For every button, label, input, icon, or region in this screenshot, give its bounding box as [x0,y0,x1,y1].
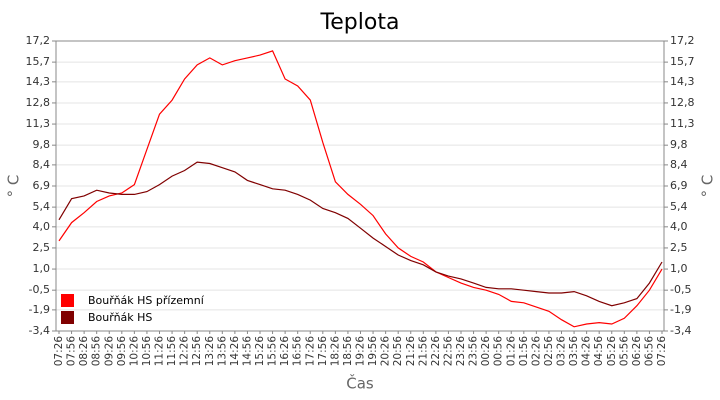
legend-label: Bouřňák HS přízemní [88,294,205,307]
x-tick-label: 14:26 [229,336,241,367]
x-tick-label: 03:56 [568,336,580,367]
x-tick-label: 05:56 [618,336,630,367]
x-tick-label: 16:56 [292,336,304,367]
x-tick-label: 21:56 [417,336,429,367]
x-tick-label: 08:26 [78,336,90,367]
x-tick-label: 18:56 [342,336,354,367]
x-tick-label: 00:26 [480,336,492,367]
x-tick-label: 01:56 [518,336,530,367]
y2-tick-label: 4,0 [670,220,688,233]
x-tick-label: 23:56 [468,336,480,367]
x-tick-label: 10:26 [128,336,140,367]
y2-tick-label: 8,4 [670,158,688,171]
x-tick-label: 16:26 [279,336,291,367]
y2-tick-label: 11,3 [670,117,695,130]
y-tick-label: 1,0 [33,262,51,275]
x-tick-label: 07:56 [66,336,78,367]
x-tick-label: 17:26 [304,336,316,367]
x-tick-label: 17:56 [317,336,329,367]
x-tick-label: 10:56 [141,336,153,367]
x-tick-label: 11:56 [166,336,178,367]
y2-tick-label: 5,4 [670,200,688,213]
x-tick-label: 23:26 [455,336,467,367]
legend-swatch [61,311,74,324]
series-line [58,161,663,307]
x-tick-label: 11:26 [154,336,166,367]
x-tick-label: 04:56 [593,336,605,367]
x-tick-label: 20:56 [392,336,404,367]
x-tick-label: 12:56 [191,336,203,367]
y-tick-label: 6,9 [33,179,51,192]
x-tick-label: 08:56 [91,336,103,367]
y2-tick-label: 2,5 [670,241,688,254]
y2-tick-label: -1,9 [670,303,691,316]
x-tick-label: 19:56 [367,336,379,367]
x-tick-label: 04:26 [581,336,593,367]
y-tick-label: 4,0 [33,220,51,233]
y2-tick-label: 17,2 [670,34,695,47]
x-tick-label: 22:26 [430,336,442,367]
x-tick-label: 00:56 [493,336,505,367]
x-tick-label: 09:56 [116,336,128,367]
x-tick-label: 15:26 [254,336,266,367]
y-tick-label: 2,5 [33,241,51,254]
y-tick-label: 12,8 [26,96,51,109]
x-tick-label: 02:26 [530,336,542,367]
legend-label: Bouřňák HS [88,311,152,324]
y2-tick-label: 1,0 [670,262,688,275]
x-tick-label: 06:56 [643,336,655,367]
y2-tick-label: 6,9 [670,179,688,192]
y-tick-label: 11,3 [26,117,51,130]
chart-title: Teplota [320,10,400,35]
x-axis-title: Čas [346,374,374,393]
x-tick-label: 02:56 [543,336,555,367]
x-tick-label: 09:26 [103,336,115,367]
x-tick-label: 22:56 [442,336,454,367]
y-tick-label: -0,5 [29,283,50,296]
y-tick-label: 9,8 [33,138,51,151]
x-tick-label: 05:26 [606,336,618,367]
legend-swatch [61,294,74,307]
y2-axis-title: ° C [699,175,717,198]
y2-tick-label: 12,8 [670,96,695,109]
series-line [58,50,663,328]
y-tick-label: 17,2 [26,34,51,47]
x-tick-label: 03:26 [556,336,568,367]
y-tick-label: -1,9 [29,303,50,316]
y-tick-label: 14,3 [26,75,51,88]
y-tick-label: 15,7 [26,55,51,68]
x-tick-label: 07:26 [53,336,65,367]
x-tick-label: 14:56 [241,336,253,367]
y2-tick-label: -3,4 [670,324,691,337]
y-tick-label: 5,4 [33,200,51,213]
y2-tick-label: -0,5 [670,283,691,296]
y2-tick-label: 9,8 [670,138,688,151]
y2-tick-label: 14,3 [670,75,695,88]
y-axis-title: ° C [5,175,23,198]
x-tick-label: 19:26 [355,336,367,367]
y2-tick-label: 15,7 [670,55,695,68]
x-tick-label: 18:26 [329,336,341,367]
x-tick-label: 07:26 [656,336,668,367]
x-tick-label: 13:56 [216,336,228,367]
y-tick-label: -3,4 [29,324,50,337]
x-tick-label: 12:26 [179,336,191,367]
x-tick-label: 01:26 [505,336,517,367]
x-tick-label: 13:26 [204,336,216,367]
x-tick-label: 21:26 [405,336,417,367]
y-tick-label: 8,4 [33,158,51,171]
x-tick-label: 20:26 [380,336,392,367]
x-tick-label: 15:56 [267,336,279,367]
x-tick-label: 06:26 [631,336,643,367]
